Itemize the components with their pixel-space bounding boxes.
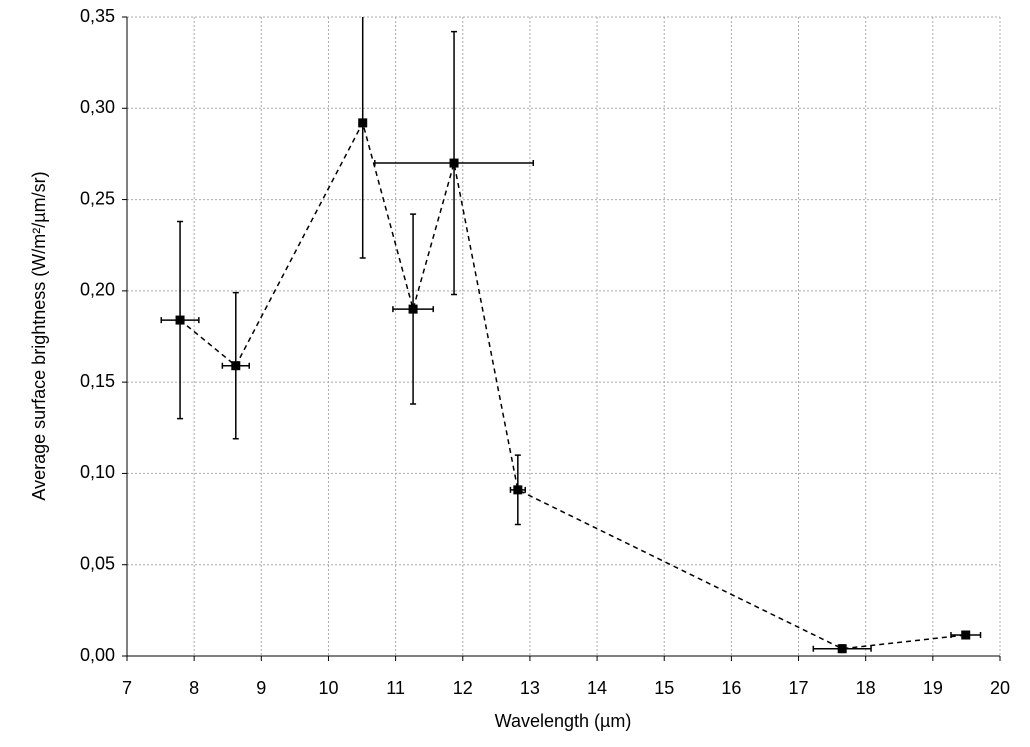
data-point xyxy=(837,644,847,654)
data-point xyxy=(449,158,459,168)
x-tick-label: 17 xyxy=(789,678,809,698)
y-tick-label: 0,35 xyxy=(80,6,115,26)
x-tick-label: 7 xyxy=(122,678,132,698)
data-point xyxy=(513,485,523,495)
y-tick-label: 0,15 xyxy=(80,371,115,391)
data-point xyxy=(175,315,185,325)
y-tick-label: 0,05 xyxy=(80,553,115,573)
x-axis-label: Wavelength (µm) xyxy=(495,711,632,731)
x-tick-label: 19 xyxy=(923,678,943,698)
x-tick-label: 16 xyxy=(721,678,741,698)
data-point xyxy=(231,361,241,371)
x-tick-label: 15 xyxy=(654,678,674,698)
plot-area xyxy=(160,17,982,654)
data-point xyxy=(408,304,418,314)
y-tick-label: 0,10 xyxy=(80,462,115,482)
y-tick-label: 0,25 xyxy=(80,188,115,208)
data-point xyxy=(961,630,971,640)
y-tick-label: 0,30 xyxy=(80,97,115,117)
connecting-line xyxy=(179,120,966,650)
data-point xyxy=(358,118,368,128)
y-tick-label: 0,00 xyxy=(80,645,115,665)
x-tick-label: 10 xyxy=(318,678,338,698)
x-tick-label: 11 xyxy=(386,678,405,698)
x-tick-label: 14 xyxy=(587,678,607,698)
x-tick-label: 9 xyxy=(256,678,266,698)
x-tick-label: 8 xyxy=(189,678,199,698)
x-tick-label: 13 xyxy=(520,678,540,698)
x-tick-label: 18 xyxy=(856,678,876,698)
x-tick-label: 12 xyxy=(453,678,473,698)
x-tick-label: 20 xyxy=(990,678,1010,698)
y-axis-label: Average surface brightness (W/m²/µm/sr) xyxy=(29,171,49,500)
y-tick-label: 0,20 xyxy=(80,280,115,300)
